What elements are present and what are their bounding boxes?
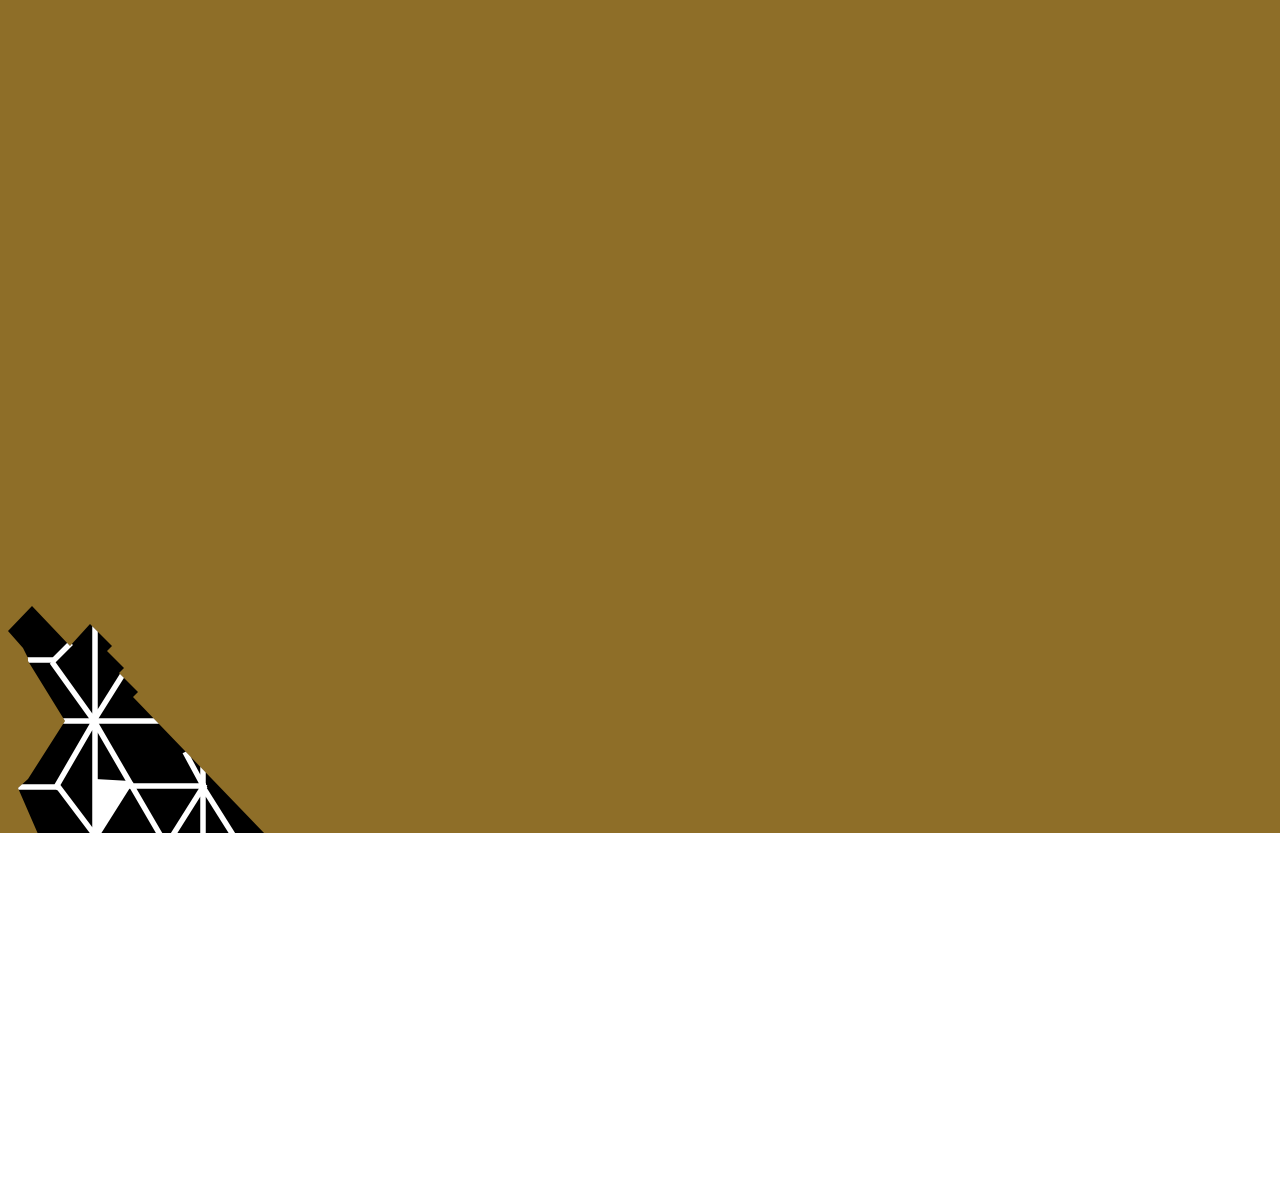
geometric-ornament	[8, 606, 265, 833]
hero-banner	[0, 0, 1280, 833]
content-area	[0, 833, 1280, 1180]
ornament-pattern-lines	[16, 622, 238, 833]
